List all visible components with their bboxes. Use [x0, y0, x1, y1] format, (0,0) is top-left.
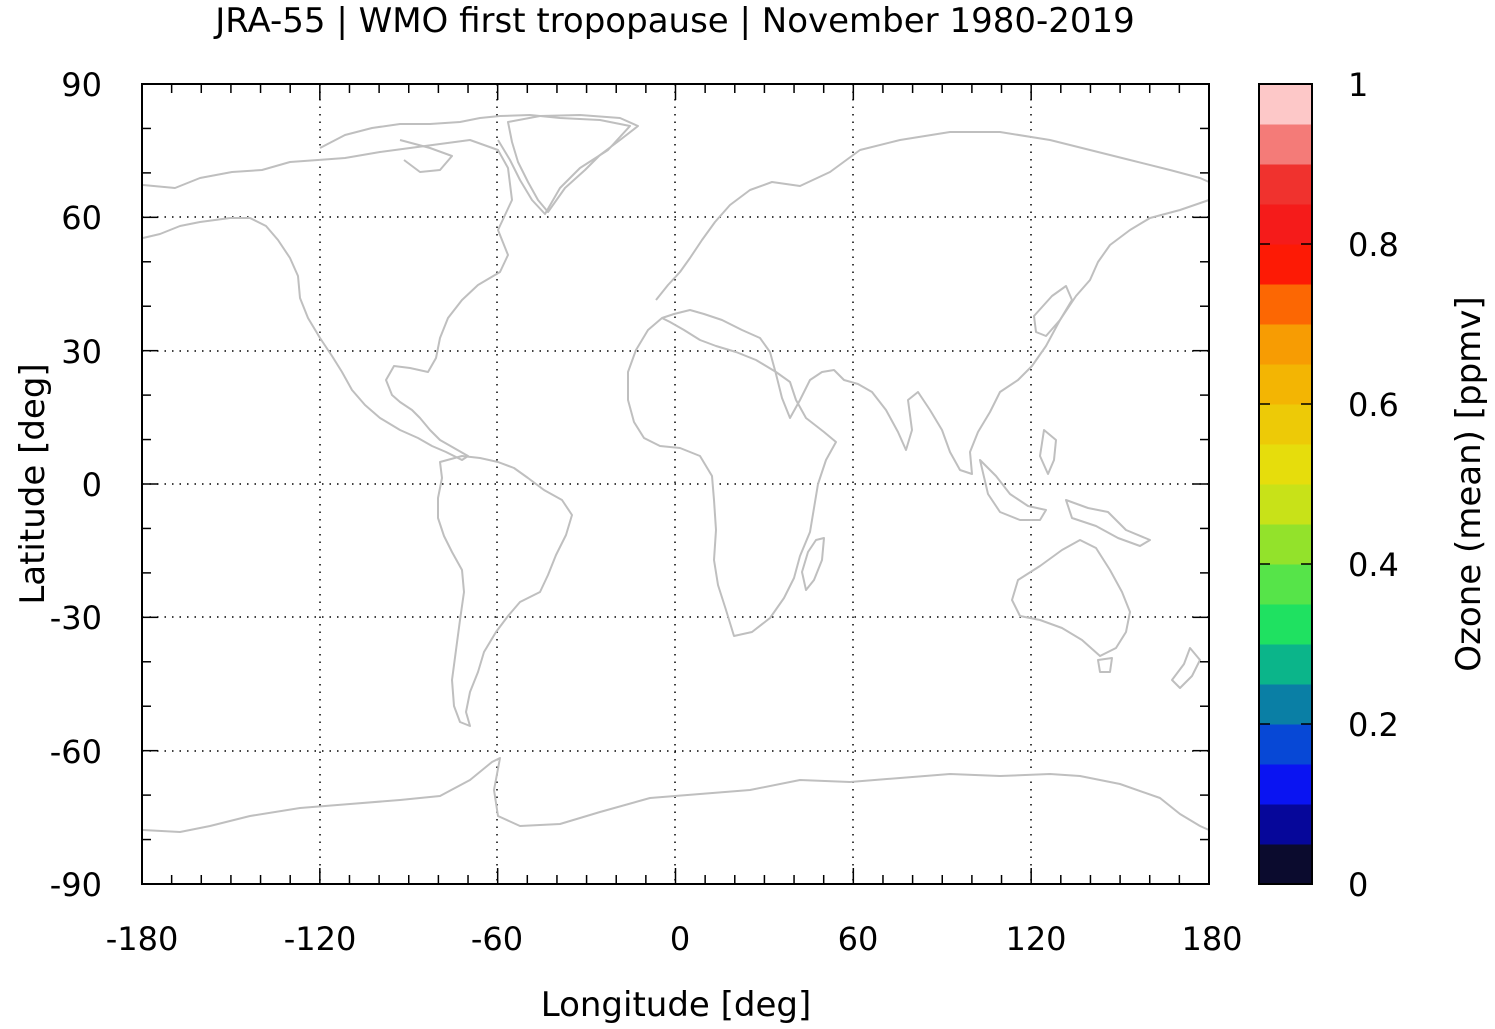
colorbar-swatch [1259, 324, 1312, 365]
y-tick-labels: 90 60 30 0 -30 -60 -90 [50, 66, 102, 904]
x-tick-label: 120 [1005, 920, 1066, 958]
x-tick-label: -180 [106, 920, 179, 958]
colorbar-swatch [1259, 604, 1312, 645]
x-tick-label: -60 [471, 920, 523, 958]
y-tick-label: -90 [50, 866, 102, 904]
coastline-maritime-continent [979, 285, 1151, 547]
coastline-madagascar [801, 537, 825, 591]
colorbar-tick-label: 0.6 [1348, 386, 1399, 424]
colorbar-tick-label: 0.2 [1348, 706, 1399, 744]
colorbar-swatch [1259, 484, 1312, 525]
coastline-antarctica [142, 757, 1210, 833]
chart-title: JRA-55 | WMO first tropopause | November… [213, 1, 1135, 41]
colorbar-tick-label: 0 [1348, 866, 1368, 904]
x-tick-labels: -180 -120 -60 0 60 120 180 [106, 920, 1243, 958]
coastline-australia [1011, 539, 1131, 673]
y-tick-label: 30 [61, 333, 102, 371]
colorbar-swatch [1259, 164, 1312, 205]
y-tick-label: 60 [61, 199, 102, 237]
coastline-south-america [437, 455, 573, 727]
y-tick-label: 90 [61, 66, 102, 104]
y-tick-label: -30 [50, 599, 102, 637]
colorbar-tick-labels: 1 0.8 0.6 0.4 0.2 0 [1348, 66, 1399, 904]
x-tick-label: 0 [670, 920, 690, 958]
coastline-arctic-islands [319, 114, 631, 215]
colorbar-swatch [1259, 204, 1312, 245]
x-tick-label: 60 [838, 920, 879, 958]
y-tick-label: 0 [82, 466, 102, 504]
colorbar-swatch [1259, 84, 1312, 125]
colorbar-swatch [1259, 804, 1312, 845]
colorbar-tick-label: 1 [1348, 66, 1368, 104]
colorbar-swatch [1259, 284, 1312, 325]
colorbar-swatch [1259, 404, 1312, 445]
colorbar-swatch [1259, 724, 1312, 765]
colorbar-ticks [1259, 243, 1312, 725]
y-tick-label: -60 [50, 733, 102, 771]
colorbar-swatch [1259, 844, 1312, 885]
colorbar-tick-label: 0.8 [1348, 226, 1399, 264]
minor-ticks [141, 83, 1210, 885]
y-axis-label: Latitude [deg] [13, 363, 53, 604]
colorbar-swatch [1259, 764, 1312, 805]
colorbar-swatch [1259, 364, 1312, 405]
colorbar-swatch [1259, 244, 1312, 285]
colorbar-label: Ozone (mean) [ppmv] [1449, 296, 1489, 671]
colorbar-swatches [1259, 84, 1312, 885]
colorbar-swatch [1259, 644, 1312, 685]
coastline-new-zealand [1171, 647, 1201, 689]
colorbar-swatch [1259, 564, 1312, 605]
colorbar-swatch [1259, 444, 1312, 485]
x-tick-label: 180 [1181, 920, 1242, 958]
coastline-africa [627, 317, 837, 637]
colorbar-swatch [1259, 524, 1312, 565]
x-tick-label: -120 [284, 920, 357, 958]
colorbar-frame [1258, 83, 1313, 885]
map-panel [141, 83, 1210, 885]
colorbar-swatch [1259, 684, 1312, 725]
colorbar-tick-label: 0.4 [1348, 546, 1399, 584]
coastlines [142, 114, 1210, 833]
colorbar-swatch [1259, 124, 1312, 165]
coastline-greenland [507, 114, 639, 213]
colorbar: 1 0.8 0.6 0.4 0.2 0 Ozone (mean) [ppmv] [1258, 66, 1489, 904]
gridlines [142, 84, 1209, 884]
x-axis-label: Longitude [deg] [541, 985, 812, 1025]
